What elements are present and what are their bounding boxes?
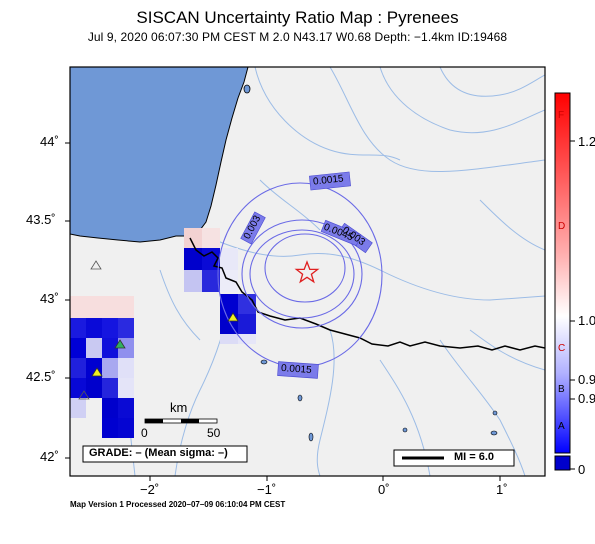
- colorbar-grade-label: B: [558, 384, 565, 395]
- colorbar-tick-label: 1.0: [578, 313, 595, 328]
- scale-bar: [144, 418, 218, 424]
- lon-label: −1˚: [257, 482, 277, 497]
- magnitude-text: MI = 6.0: [454, 451, 495, 463]
- lon-label: 1˚: [496, 482, 508, 497]
- colorbar-grade-label: F: [558, 110, 565, 121]
- lake: [243, 84, 251, 94]
- rivers: [99, 67, 545, 476]
- footer-note: Map Version 1 Processed 2020–07–09 06:10…: [70, 500, 286, 509]
- scale-end: 50: [207, 426, 221, 440]
- lakes: [260, 359, 498, 442]
- colorbar-tick-label: 1.2: [578, 134, 595, 149]
- country-border: [189, 237, 545, 351]
- station-triangle-icon: [227, 312, 239, 322]
- colorbar-tick-label: 0.9: [578, 391, 595, 406]
- colorbar-grade-label: A: [558, 421, 565, 432]
- grade-text: GRADE: – (Mean sigma: –): [89, 447, 228, 459]
- lat-label: 42.5˚: [26, 369, 56, 384]
- sea-bay-of-biscay: [70, 67, 249, 243]
- scale-start: 0: [141, 426, 148, 440]
- lat-label: 44˚: [40, 134, 59, 149]
- colorbar-tick-label: 0: [578, 462, 586, 477]
- contour-label: 0.0015: [280, 362, 312, 377]
- map-title: SISCAN Uncertainty Ratio Map : Pyrenees: [136, 8, 459, 27]
- lat-label: 43˚: [40, 291, 59, 306]
- lon-label: −2˚: [140, 482, 160, 497]
- grade-box: [82, 445, 248, 463]
- colorbar-tick-label: 0.9: [578, 372, 595, 387]
- lon-label: 0˚: [378, 482, 390, 497]
- colorbar: [554, 92, 571, 454]
- station-triangle-icon: [114, 339, 126, 349]
- station-triangle-icon: [90, 260, 102, 270]
- colorbar-grade-label: C: [558, 343, 566, 354]
- axis-ticks: [65, 142, 501, 481]
- epicenter-star-icon: [294, 260, 320, 284]
- station-triangle-icon: [78, 390, 90, 400]
- lat-label: 42˚: [40, 449, 59, 464]
- contour-label-boxes: [240, 171, 373, 379]
- colorbar-grade-label: D: [558, 221, 566, 232]
- scale-unit: km: [170, 400, 188, 415]
- lat-label: 43.5˚: [26, 212, 56, 227]
- stations: [78, 260, 239, 400]
- map-frame: [69, 66, 546, 477]
- event-info: Jul 9, 2020 06:07:30 PM CEST M 2.0 N43.1…: [87, 30, 508, 44]
- colorbar-ticks: [570, 140, 575, 470]
- station-triangle-icon: [91, 367, 103, 377]
- magnitude-box: [393, 449, 515, 467]
- colorbar-zero-swatch: [554, 455, 571, 471]
